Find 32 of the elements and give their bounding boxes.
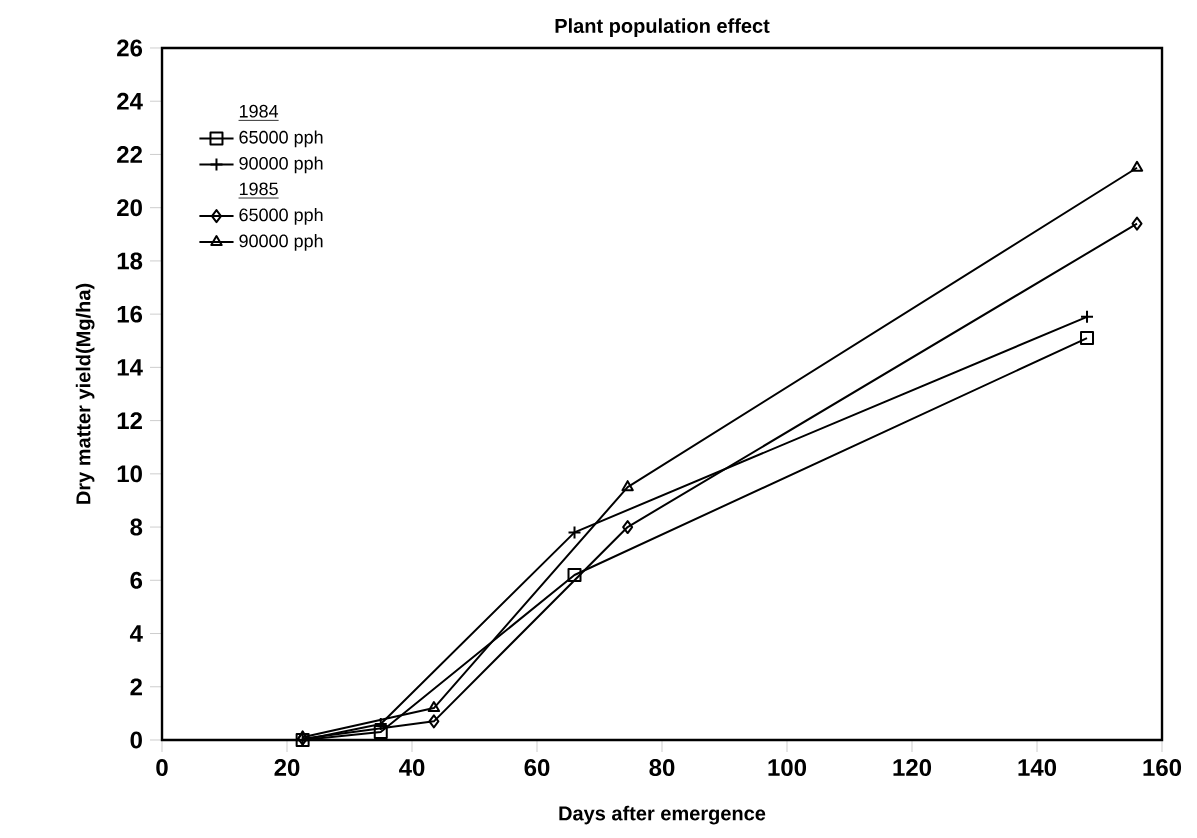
y-tick-label: 14 — [117, 359, 143, 376]
y-tick-label: 24 — [117, 92, 143, 110]
x-tick-label: 20 — [274, 759, 300, 777]
legend-label: 65000 pph — [239, 130, 323, 148]
x-tick-label: 160 — [1143, 759, 1182, 777]
y-tick-label: 22 — [117, 146, 142, 163]
y-tick-label: 12 — [117, 412, 142, 429]
annotation: 1985 — [239, 182, 278, 196]
x-tick-label: 60 — [524, 759, 550, 777]
y-tick-label: 16 — [117, 305, 143, 323]
x-tick-label: 100 — [768, 759, 807, 777]
chart-title: Plant population effect — [555, 18, 770, 37]
x-tick-label: 140 — [1018, 759, 1057, 777]
y-tick-label: 20 — [117, 199, 142, 217]
y-tick-label: 0 — [130, 731, 142, 749]
y-tick-label: 18 — [117, 252, 143, 270]
x-tick-label: 80 — [649, 759, 675, 777]
y-axis-title: Dry matter yield(Mg/ha) — [75, 283, 95, 504]
y-tick-label: 8 — [130, 518, 143, 536]
x-axis-title: Days after emergence — [559, 805, 766, 825]
x-tick-label: 120 — [893, 759, 932, 777]
annotation: 1984 — [239, 104, 279, 118]
x-tick-label: 0 — [156, 759, 168, 777]
y-tick-label: 2 — [130, 678, 142, 696]
y-tick-label: 26 — [117, 39, 143, 57]
legend-label: 90000 pph — [239, 234, 323, 251]
y-tick-label: 10 — [117, 465, 142, 483]
legend-label: 90000 pph — [239, 156, 323, 174]
legend-label: 65000 pph — [239, 208, 323, 225]
y-tick-label: 6 — [130, 571, 143, 589]
x-tick-label: 40 — [399, 759, 425, 777]
y-tick-label: 4 — [129, 625, 143, 642]
